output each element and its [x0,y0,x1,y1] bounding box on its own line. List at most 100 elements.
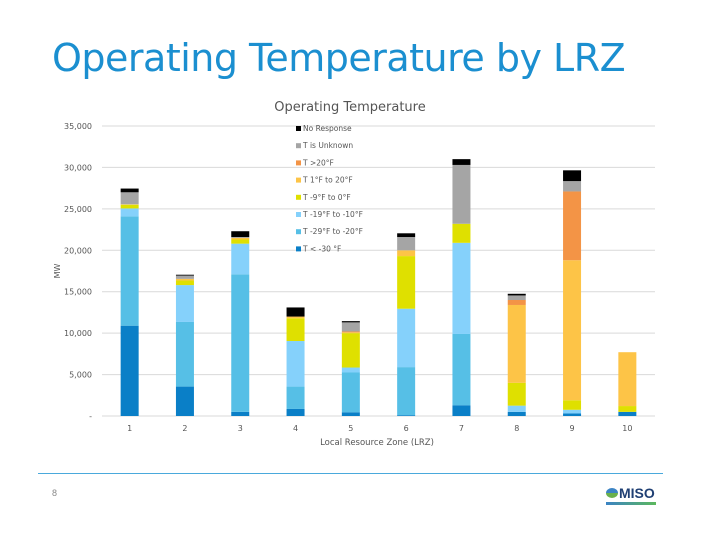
bar-segment [563,260,582,401]
x-tick-label: 9 [570,424,575,433]
logo-text: MISO [619,485,655,501]
legend-item: T -9°F to 0°F [296,193,351,202]
legend-label: T -29°F to -20°F [302,227,363,236]
y-tick-label: 30,000 [64,163,92,172]
bar-segment [341,331,360,333]
bar-segment [397,415,416,416]
bar-segment [397,367,416,416]
legend-label: T is Unknown [302,141,353,150]
x-tick-label: 10 [622,424,632,433]
footer-divider [38,473,663,474]
bar-segment [286,318,305,342]
bar-segment [120,216,139,326]
x-axis-label: Local Resource Zone (LRZ) [320,438,434,448]
globe-icon [606,488,618,498]
slide-title: Operating Temperature by LRZ [52,36,626,80]
x-tick-label: 3 [238,424,243,433]
legend-label: T -19°F to -10°F [302,210,363,219]
bar-segment [397,308,416,368]
bar-segment [231,411,250,416]
bar-segment [341,332,360,334]
x-axis-ticks: 1 2 3 4 5 6 7 8 9 10 [127,424,632,433]
y-axis-ticks: - 5,000 10,000 15,000 20,000 25,000 30,000 35,0… [64,122,92,421]
legend-swatch [296,246,301,252]
bar-segment [452,405,471,416]
bar-segment [618,352,637,407]
legend-swatch [296,194,301,200]
bar-segment [175,285,194,322]
bar-segment [341,372,360,413]
legend-swatch [296,126,301,131]
legend-label: T < -30 °F [302,244,341,253]
legend-swatch [296,143,301,149]
bar-segment [120,208,139,217]
y-tick-label: 20,000 [64,246,92,255]
bar-segment [341,412,360,416]
legend: No Response T is Unknown T >20°F T 1°F to 2… [296,124,363,253]
bar-segment [397,237,416,251]
bar-segment [507,411,526,416]
bar-segment [563,400,582,410]
bar-segment [397,256,416,309]
legend-label: No Response [303,124,352,133]
bar-segment [120,325,139,416]
bar-segment [452,242,471,334]
legend-item: T -29°F to -20°F [296,227,363,236]
legend-item: T -19°F to -10°F [296,210,363,219]
bar-segment [286,341,305,387]
legend-label: T 1°F to 20°F [302,176,353,185]
bar-segment [563,413,582,416]
chart-title: Operating Temperature [274,100,425,115]
bar-segment [231,237,250,238]
bar-segment [175,274,194,276]
bar-segment [120,188,139,193]
bar-segment [618,406,637,412]
x-tick-label: 2 [182,424,187,433]
bar-segment [175,275,194,279]
bar-segment [120,204,139,209]
legend-item: No Response [296,124,352,133]
legend-swatch [296,177,301,183]
y-tick-label: 10,000 [64,329,92,338]
bar-segment [507,405,526,412]
bar-segment [175,280,194,286]
x-tick-label: 7 [459,424,464,433]
legend-item: T 1°F to 20°F [296,176,353,185]
bar-segment [507,293,526,296]
bar-segment [175,386,194,416]
y-tick-label: 25,000 [64,205,92,214]
gridlines [102,125,655,417]
miso-logo: MISO [604,484,656,506]
bar-segment [341,367,360,373]
bar-segment [286,408,305,416]
legend-swatch [296,229,301,235]
y-axis-label: MW [53,264,62,279]
bar-segment [452,333,471,406]
bar-segment [175,278,194,281]
y-tick-label: 15,000 [64,288,92,297]
y-tick-label: 5,000 [69,371,92,380]
legend-item: T is Unknown [296,141,353,150]
bar-segment [286,316,305,319]
legend-swatch [296,212,301,217]
legend-swatch [296,160,301,166]
legend-item: T >20°F [296,158,334,167]
logo-underline [606,502,656,505]
legend-item: T < -30 °F [296,244,341,253]
bar-segment [341,333,360,368]
bar-segment [231,237,250,240]
bar-segment [563,191,582,261]
bar-segment [507,295,526,300]
bar-segment [618,411,637,416]
x-tick-label: 8 [514,424,519,433]
x-tick-label: 1 [127,424,132,433]
bars [120,159,637,416]
bar-segment [341,322,360,332]
bar-segment [231,239,250,244]
bar-segment [452,223,471,243]
legend-label: T >20°F [302,158,334,167]
bar-segment [231,274,250,412]
bar-segment [507,304,526,383]
stacked-bar-chart: Operating Temperature - 5,000 10,000 15,000… [53,100,655,448]
bar-segment [507,300,526,305]
